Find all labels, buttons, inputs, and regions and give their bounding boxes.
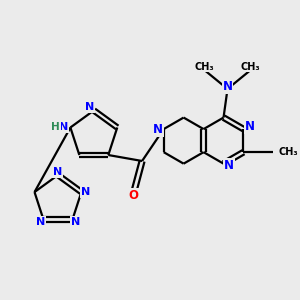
Text: N: N xyxy=(36,217,45,227)
Text: N: N xyxy=(70,217,80,227)
Text: N: N xyxy=(58,122,68,133)
Text: H: H xyxy=(51,122,60,133)
Text: CH₃: CH₃ xyxy=(279,147,298,157)
Text: O: O xyxy=(128,189,138,202)
Text: N: N xyxy=(244,120,255,134)
Text: N: N xyxy=(53,167,63,177)
Text: N: N xyxy=(223,80,232,93)
Text: CH₃: CH₃ xyxy=(241,62,260,72)
Text: N: N xyxy=(153,123,163,136)
Text: N: N xyxy=(81,187,90,197)
Text: N: N xyxy=(85,102,94,112)
Text: N: N xyxy=(224,159,234,172)
Text: CH₃: CH₃ xyxy=(195,62,214,72)
